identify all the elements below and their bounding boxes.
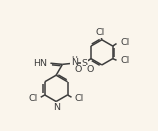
Text: N: N: [53, 103, 60, 112]
Text: H: H: [71, 56, 77, 65]
Text: O: O: [86, 65, 94, 74]
Text: Cl: Cl: [28, 94, 38, 103]
Text: Cl: Cl: [96, 28, 105, 37]
Text: Cl: Cl: [120, 38, 129, 47]
Text: S: S: [81, 59, 87, 68]
Text: O: O: [75, 65, 82, 74]
Text: N: N: [71, 58, 78, 67]
Text: HN: HN: [33, 59, 47, 68]
Text: Cl: Cl: [120, 56, 129, 65]
Text: Cl: Cl: [75, 94, 84, 103]
